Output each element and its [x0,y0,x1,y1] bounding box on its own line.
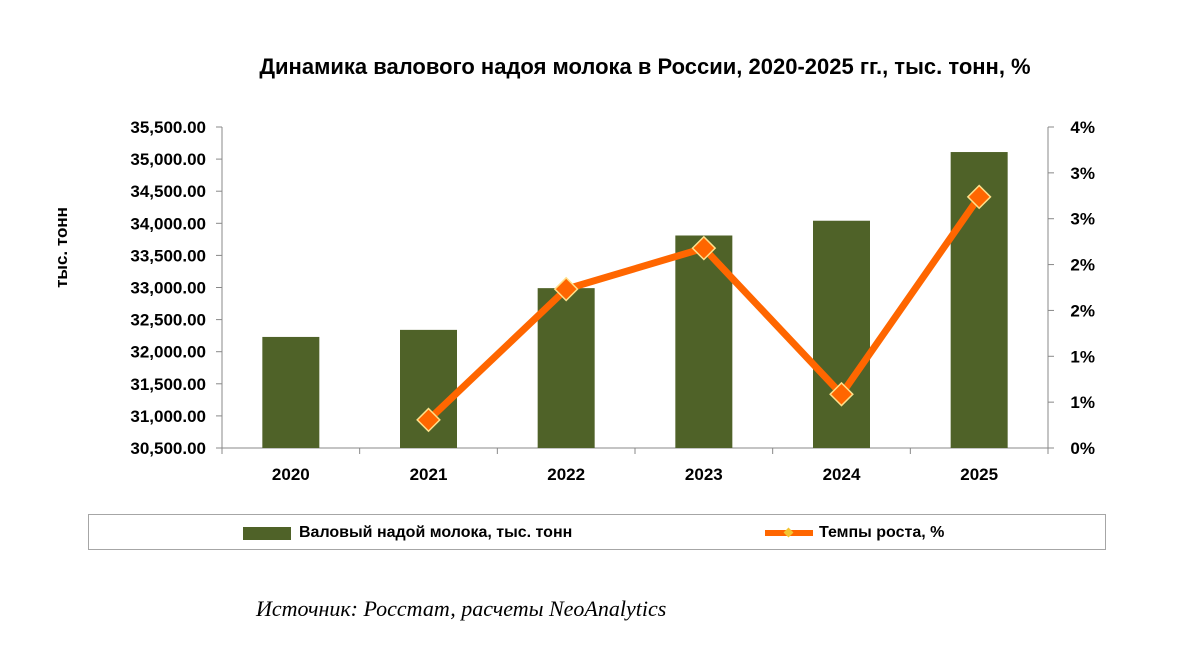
y-tick-label: 32,500.00 [130,311,206,330]
y2-tick-label: 3% [1070,210,1095,229]
y-tick-label: 34,500.00 [130,182,206,201]
x-tick-label: 2020 [272,465,310,484]
bar [537,288,595,448]
y-tick-label: 35,000.00 [130,150,206,169]
y-tick-label: 30,500.00 [130,439,206,458]
line-point [416,407,441,433]
x-tick-label: 2024 [823,465,861,484]
legend-label-bars: Валовый надой молока, тыс. тонн [299,524,573,541]
legend-item-bars: Валовый надой молока, тыс. тонн [243,515,572,551]
y2-tick-label: 0% [1070,439,1095,458]
x-tick-label: 2021 [410,465,448,484]
y-axis-title: тыс. тонн [52,207,71,288]
bar [813,220,870,448]
y2-tick-label: 1% [1070,393,1095,412]
x-tick-label: 2025 [960,465,998,484]
line-point [966,184,992,210]
y-tick-label: 34,000.00 [130,214,206,233]
legend-label-line: Темпы роста, % [819,524,945,541]
y-tick-label: 31,000.00 [130,407,206,426]
x-tick-label: 2022 [547,465,585,484]
legend-item-line: Темпы роста, % [765,515,944,551]
bar [262,336,320,448]
y2-tick-label: 2% [1070,256,1095,275]
legend-swatch-bars [243,526,291,540]
chart-plot: 35,500.00 35,000.00 34,500.00 34,000.00 33,5… [52,118,1095,484]
chart-axes [216,126,1054,454]
y-tick-label: 31,500.00 [130,375,206,394]
chart-title: Динамика валового надоя молока в России,… [259,54,1031,79]
y-tick-label: 33,000.00 [130,279,206,298]
y2-tick-label: 2% [1070,301,1095,320]
y2-tick-label: 1% [1070,347,1095,366]
line-point [691,235,717,261]
line-point [829,381,854,407]
y-tick-label: 32,000.00 [130,343,206,362]
y-tick-label: 33,500.00 [130,246,206,265]
y2-tick-label: 4% [1070,118,1095,137]
bar-series [262,152,1008,448]
y-tick-label: 35,500.00 [130,118,206,137]
x-tick-label: 2023 [685,465,723,484]
chart-legend: Валовый надой молока, тыс. тонн Темпы ро… [88,514,1106,550]
growth-line-series [416,184,992,433]
source-note: Источник: Росстат, расчеты NeoAnalytics [256,596,667,621]
tick-labels: 35,500.00 35,000.00 34,500.00 34,000.00 33,5… [52,118,1095,484]
y2-tick-label: 3% [1070,164,1095,183]
legend-swatch-line [765,527,813,538]
line-point [553,276,579,302]
